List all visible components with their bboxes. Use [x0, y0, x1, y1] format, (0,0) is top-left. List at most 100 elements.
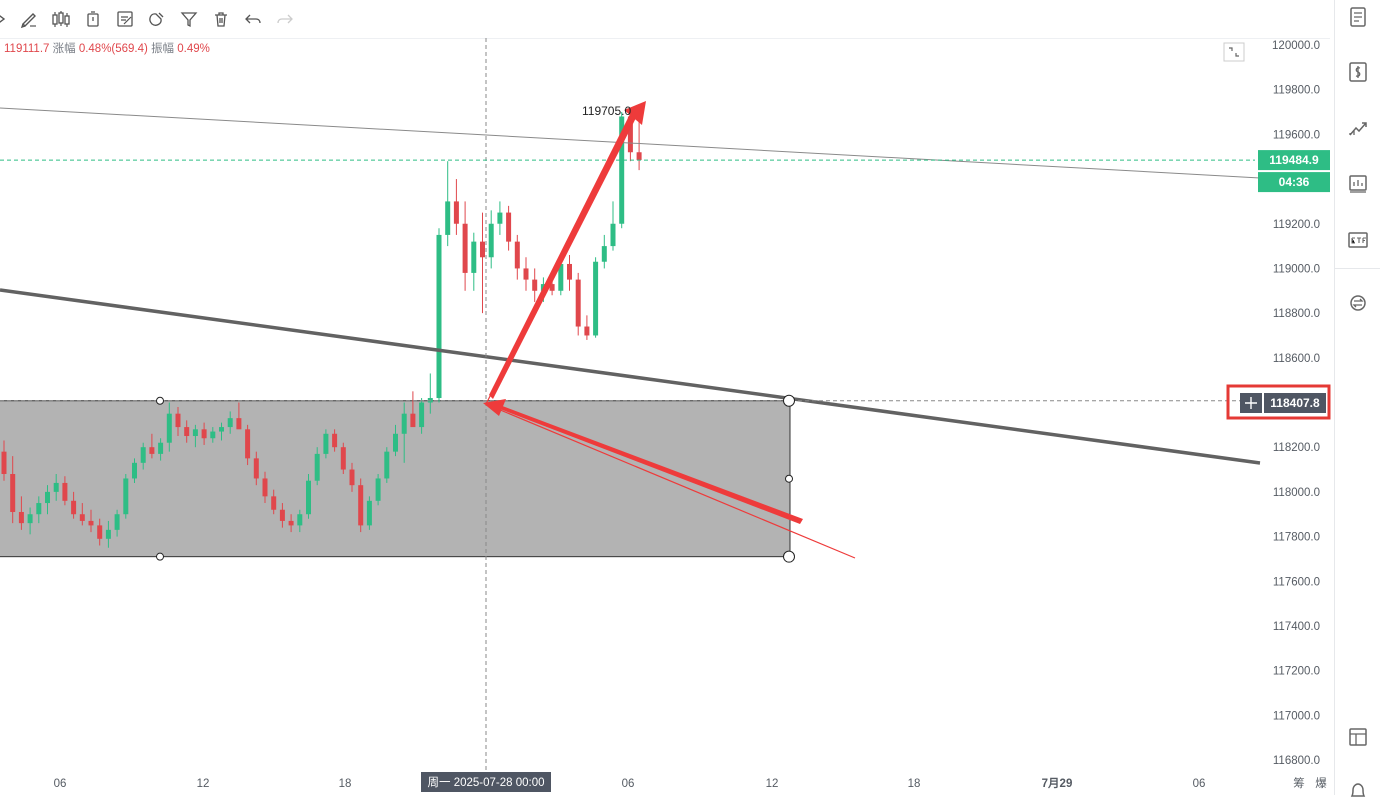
timer-icon[interactable]: [82, 8, 104, 30]
candle: [340, 442, 346, 474]
candle: [184, 420, 190, 443]
candle: [166, 402, 172, 452]
candle: [532, 268, 538, 302]
candle: [45, 485, 50, 515]
y-tick-label: 119800.0: [1273, 85, 1320, 97]
time-axis[interactable]: 06 12 18 06 12 18 7月29 06 筹爆: [54, 776, 1328, 790]
x-tick-label: 06: [622, 778, 635, 790]
candle: [262, 471, 268, 504]
candlestick-series: [1, 107, 642, 548]
y-tick-label: 119000.0: [1273, 263, 1320, 275]
candle: [488, 210, 494, 269]
y-tick-label: 119600.0: [1273, 129, 1320, 141]
candle: [192, 424, 198, 448]
candle: [349, 462, 355, 492]
candle: [567, 255, 572, 291]
lower-trend-line[interactable]: [0, 288, 1261, 465]
candle: [445, 161, 451, 247]
candle: [314, 447, 320, 486]
pencil-icon[interactable]: [18, 8, 40, 30]
candle: [27, 507, 33, 535]
zone-handle[interactable]: [783, 394, 795, 407]
trend-chart-icon[interactable]: [1346, 116, 1370, 140]
bell-icon[interactable]: [1346, 780, 1370, 804]
zone-handles[interactable]: [156, 394, 795, 563]
redo-icon[interactable]: [274, 8, 296, 30]
zone-handle[interactable]: [783, 550, 795, 563]
support-zone-box[interactable]: [0, 400, 791, 558]
y-tick-label: 118000.0: [1273, 487, 1320, 499]
crosshair-time-bg: [421, 772, 551, 792]
candle: [271, 489, 277, 515]
candle: [288, 514, 294, 533]
monitor-chart-icon[interactable]: [1346, 172, 1370, 196]
candle: [462, 201, 468, 291]
price-chart[interactable]: 119705.0 120000.0119800.0119600.0119400.…: [0, 0, 1334, 795]
magnet-icon[interactable]: [146, 8, 168, 30]
crosshair-time-label: 周一 2025-07-28 00:00: [428, 776, 545, 789]
candle: [53, 474, 59, 501]
candle: [227, 411, 233, 434]
red-annotation-arrows[interactable]: [483, 101, 856, 559]
candle: [88, 509, 94, 533]
x-tick-label: 18: [908, 778, 921, 790]
upper-trend-line[interactable]: [0, 107, 1261, 179]
amplitude-value: 0.49%: [177, 43, 210, 55]
cursor-tool-icon[interactable]: [0, 8, 14, 30]
y-tick-label: 118200.0: [1273, 442, 1320, 454]
candle: [79, 503, 85, 526]
candle: [132, 458, 137, 483]
candle: [497, 201, 503, 235]
candle: [10, 456, 16, 524]
crosshair-price-box[interactable]: [1226, 384, 1331, 420]
zone-handle[interactable]: [785, 474, 793, 483]
filter-icon[interactable]: [178, 8, 200, 30]
close-value: 119111.7: [4, 43, 50, 55]
high-price-annotation: 119705.0: [582, 104, 631, 118]
layout-icon[interactable]: [1346, 725, 1370, 749]
exchange-icon[interactable]: [1346, 291, 1370, 315]
candle: [123, 474, 129, 519]
candle: [114, 509, 120, 537]
candle: [175, 406, 181, 437]
y-tick-label: 117000.0: [1273, 710, 1320, 722]
candle: [201, 422, 207, 445]
candle: [480, 212, 485, 314]
etf-icon[interactable]: [1346, 228, 1370, 252]
candle: [297, 509, 303, 533]
candlestick-icon[interactable]: [50, 8, 72, 30]
candle: [575, 272, 581, 336]
countdown-label-bg: [1258, 172, 1330, 193]
countdown-label: 04:36: [1279, 175, 1310, 189]
y-tick-label: 118800.0: [1273, 308, 1320, 320]
candle: [358, 478, 364, 533]
right-sidebar: [1334, 0, 1380, 797]
x-tick-label: 12: [197, 778, 210, 790]
zone-handle[interactable]: [156, 552, 164, 561]
axis-extra-char[interactable]: 筹: [1293, 776, 1305, 790]
zone-handle[interactable]: [156, 396, 164, 405]
edit-note-icon[interactable]: [114, 8, 136, 30]
candle: [584, 315, 590, 340]
document-icon[interactable]: [1346, 5, 1370, 29]
candle: [410, 391, 416, 428]
x-tick-label: 18: [339, 778, 352, 790]
candle: [149, 433, 155, 459]
candle: [471, 232, 477, 291]
undo-icon[interactable]: [242, 8, 264, 30]
dollar-doc-icon[interactable]: [1346, 60, 1370, 84]
trash-icon[interactable]: [210, 8, 232, 30]
fullscreen-icon[interactable]: [1223, 42, 1245, 62]
candle: [323, 429, 329, 459]
axis-extra-char[interactable]: 爆: [1315, 776, 1327, 790]
current-price-label-bg: [1258, 150, 1330, 171]
candle: [140, 442, 146, 470]
sidebar-divider: [1335, 268, 1380, 269]
candle: [158, 438, 164, 461]
candle: [366, 496, 372, 530]
candle: [593, 257, 599, 338]
candle: [332, 429, 338, 452]
candle: [1, 440, 7, 481]
candle: [523, 257, 529, 291]
y-tick-label: 118600.0: [1273, 353, 1320, 365]
